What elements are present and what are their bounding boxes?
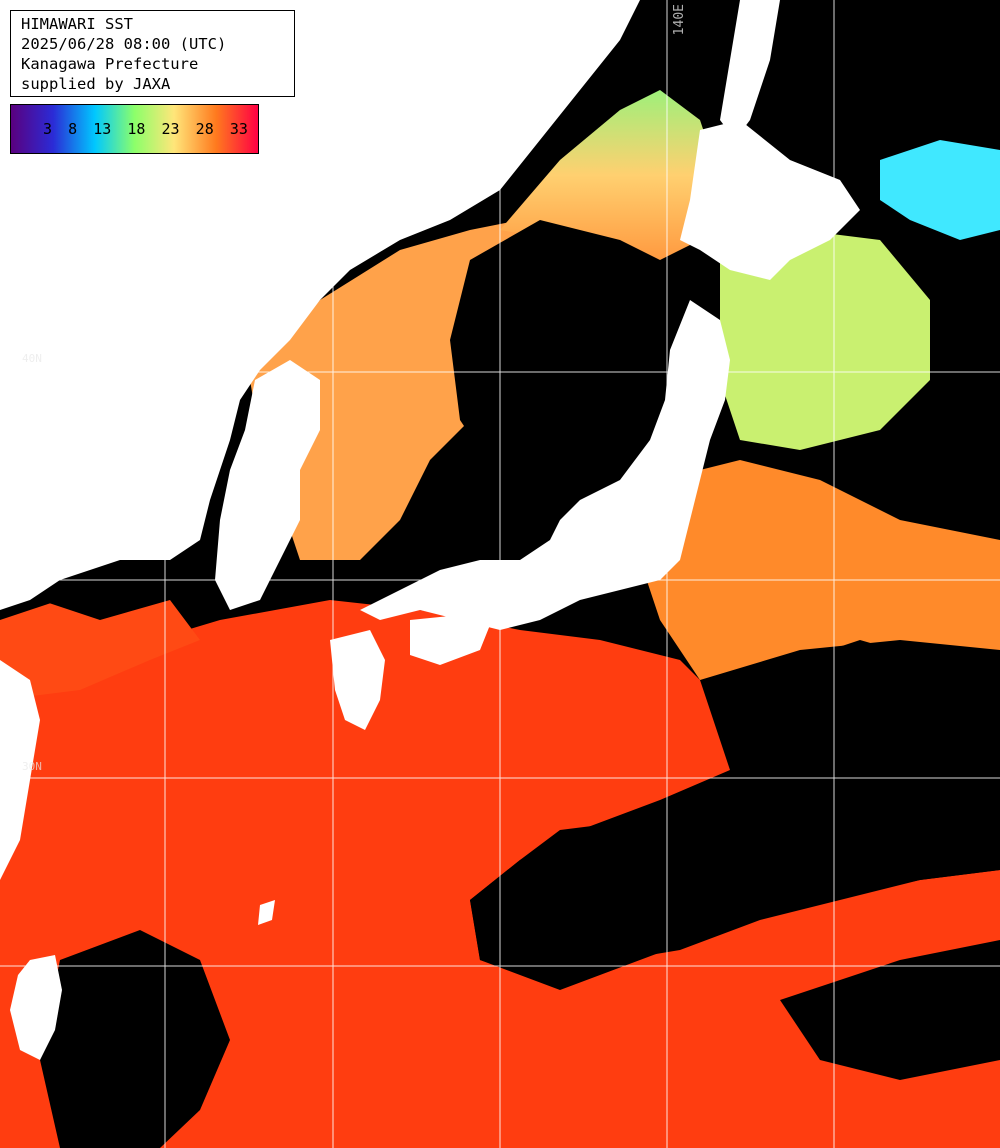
land-kyushu xyxy=(330,630,385,730)
land-sakhalin xyxy=(720,0,780,140)
observation-datetime: 2025/06/28 08:00 (UTC) xyxy=(21,35,227,53)
colorbar-tick: 18 xyxy=(127,120,146,138)
land-honshu xyxy=(360,300,730,630)
data-credit: supplied by JAXA xyxy=(21,75,171,93)
land-island-ullung xyxy=(400,128,428,162)
land-hokkaido xyxy=(680,120,860,280)
land-taiwan xyxy=(10,955,62,1060)
land-korea xyxy=(215,360,320,610)
product-title: HIMAWARI SST xyxy=(21,15,133,33)
region-label: Kanagawa Prefecture xyxy=(21,55,199,73)
latitude-label-30n: 30N xyxy=(22,760,42,773)
cloud-patch-japan-sea xyxy=(450,220,660,480)
colorbar-tick: 33 xyxy=(229,120,248,138)
latitude-label-40n: 40N xyxy=(22,352,42,365)
land-shikoku xyxy=(410,615,490,665)
sst-warm-field-west xyxy=(0,590,200,700)
colorbar-tick: 28 xyxy=(195,120,214,138)
cloud-patch-pacific xyxy=(470,640,1000,985)
land-island-ryukyu xyxy=(258,900,275,925)
sst-north-field xyxy=(500,90,720,260)
cloud-patch-south xyxy=(40,930,230,1148)
colorbar-tick: 23 xyxy=(161,120,180,138)
info-box: HIMAWARI SST 2025/06/28 08:00 (UTC) Kana… xyxy=(10,10,295,97)
land-china-south xyxy=(0,660,40,880)
sst-cold-patch xyxy=(880,140,1000,240)
cloud-patch-southeast xyxy=(780,940,1000,1080)
colorbar-tick: 3 xyxy=(43,120,53,138)
colorbar-tick: 8 xyxy=(68,120,78,138)
colorbar-gradient xyxy=(11,105,258,153)
colorbar-legend: 3 8 13 18 23 28 33 xyxy=(10,104,259,154)
sst-northeast-field xyxy=(720,230,930,450)
longitude-label: 140E xyxy=(672,4,687,36)
colorbar-tick: 13 xyxy=(93,120,112,138)
